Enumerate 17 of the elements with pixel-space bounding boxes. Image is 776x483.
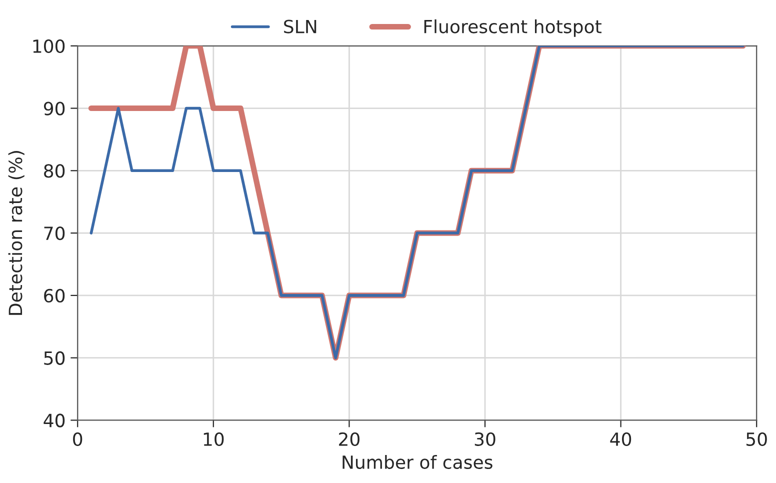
y-tick-label: 60 [44,288,65,303]
y-tick-label: 40 [44,414,65,428]
y-tick-label: 100 [33,39,65,53]
x-tick-label: 0 [73,432,82,446]
y-tick-label: 90 [44,102,65,116]
x-tick-label: 50 [746,432,767,446]
x-tick-label: 40 [610,432,632,446]
x-tick-label: 30 [474,432,496,446]
y-tick-label: 70 [44,226,65,240]
y-axis-title: Detection rate (%) [8,151,24,315]
x-axis-title: Number of cases [342,455,492,470]
y-tick-label: 50 [44,351,65,365]
x-tick-label: 20 [339,432,360,446]
x-tick-label: 10 [204,432,224,446]
legend-label: SLN [284,20,316,34]
y-tick-label: 80 [44,164,65,178]
legend-label: Fluorescent hotspot [424,19,602,37]
